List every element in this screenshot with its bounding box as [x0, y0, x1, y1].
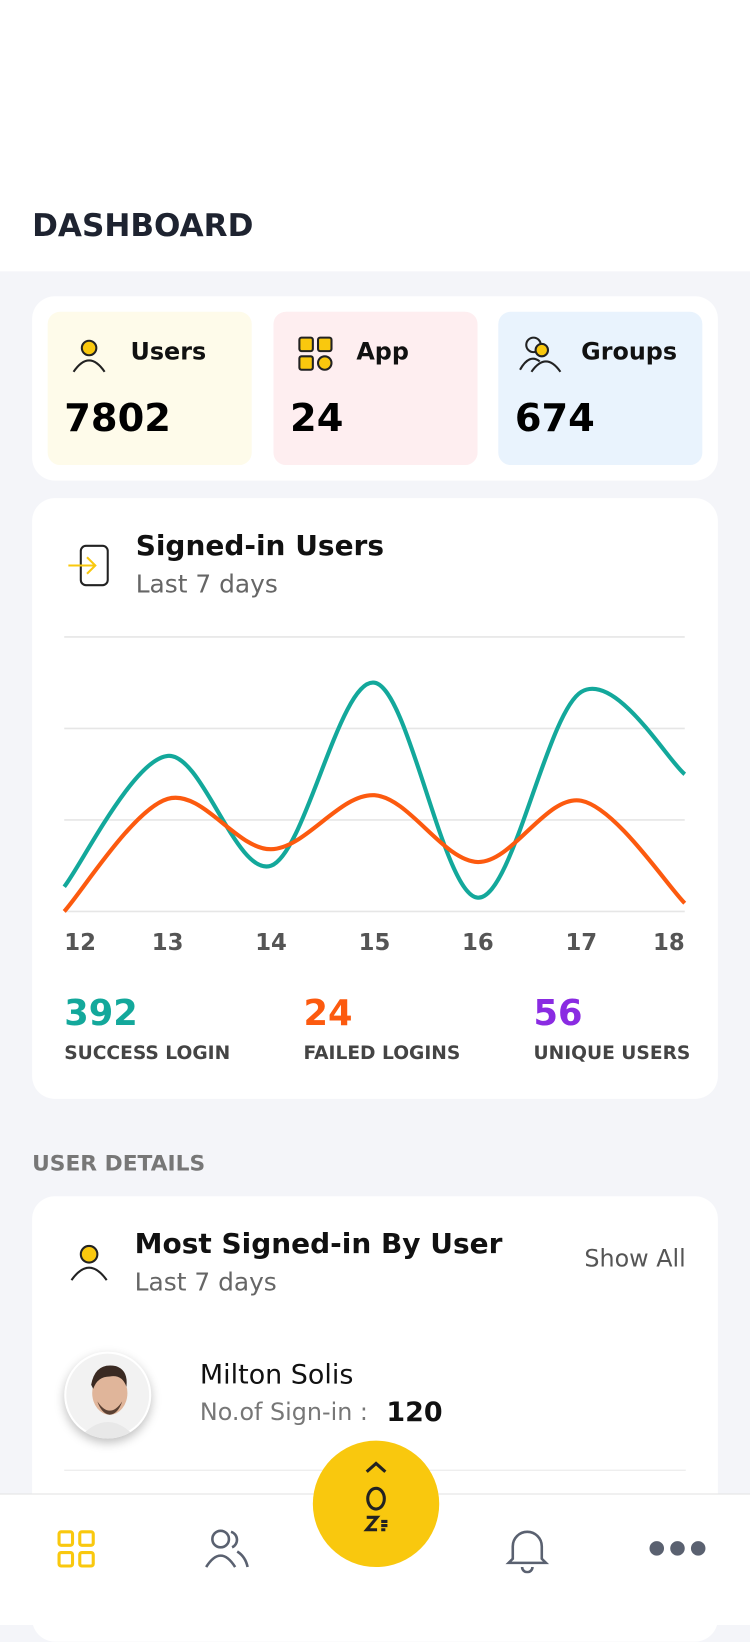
- stat-value: 674: [514, 395, 595, 441]
- stat-label: Users: [130, 338, 207, 366]
- icon: [72, 339, 106, 373]
- users-subtitle: Last 7 days: [134, 1267, 277, 1297]
- chart-subtitle: Last 7 days: [135, 569, 278, 599]
- x-tick-label: 16: [462, 930, 494, 956]
- header: [0, 0, 750, 272]
- summary-label: UNIQUE USERS: [533, 1043, 690, 1064]
- x-tick-label: 15: [359, 930, 391, 956]
- stat-users[interactable]: Users 7802: [47, 311, 252, 466]
- summary-label: SUCCESS LOGIN: [64, 1043, 230, 1064]
- stat-app[interactable]: App 24: [273, 311, 478, 466]
- summary-value: 392: [64, 993, 137, 1034]
- users-title: Most Signed-in By User: [134, 1228, 503, 1261]
- stat-value: 24: [290, 395, 344, 441]
- stat-groups[interactable]: Groups 674: [498, 311, 703, 466]
- avatar-image: [66, 1353, 150, 1439]
- avatar[interactable]: [64, 1351, 152, 1439]
- user-count-label: No.of Sign-in :: [199, 1399, 368, 1427]
- show-all[interactable]: Show All: [584, 1245, 686, 1273]
- nav-users[interactable]: [203, 1526, 251, 1572]
- stat-label: App: [356, 338, 409, 366]
- user-name: Milton Solis: [199, 1359, 354, 1391]
- icon: [519, 336, 562, 373]
- section-label: USER DETAILS: [32, 1150, 206, 1176]
- nav-home[interactable]: [56, 1529, 97, 1570]
- series-line: [62, 680, 687, 900]
- x-tick-label: 13: [152, 930, 184, 956]
- summary-value: 56: [533, 993, 582, 1034]
- x-tick-label: 18: [653, 930, 685, 956]
- stat-label: Groups: [581, 338, 678, 366]
- page-title: DASHBOARD: [32, 208, 254, 245]
- summary-value: 24: [304, 993, 353, 1034]
- x-tick-label: 17: [565, 930, 597, 956]
- icon: [70, 1244, 108, 1281]
- signin-icon: [68, 544, 109, 587]
- user-count: 120: [386, 1397, 443, 1429]
- nav-notifications[interactable]: [504, 1526, 550, 1574]
- chart-card: [32, 498, 718, 1099]
- summary-label: FAILED LOGINS: [304, 1043, 461, 1064]
- nav-more[interactable]: [646, 1536, 708, 1561]
- x-tick-label: 14: [255, 930, 287, 956]
- chart-title: Signed-in Users: [135, 530, 384, 563]
- series-line: [62, 793, 687, 913]
- stat-value: 7802: [64, 395, 171, 441]
- line-chart: 12 13 14 15 16 17 18 392 SUCCESS LOGIN 24 FAILED L…: [62, 636, 690, 1064]
- icon: [298, 336, 333, 371]
- fab-button[interactable]: [312, 1440, 440, 1568]
- x-tick-label: 12: [64, 930, 96, 956]
- fab-icon: [363, 1461, 388, 1532]
